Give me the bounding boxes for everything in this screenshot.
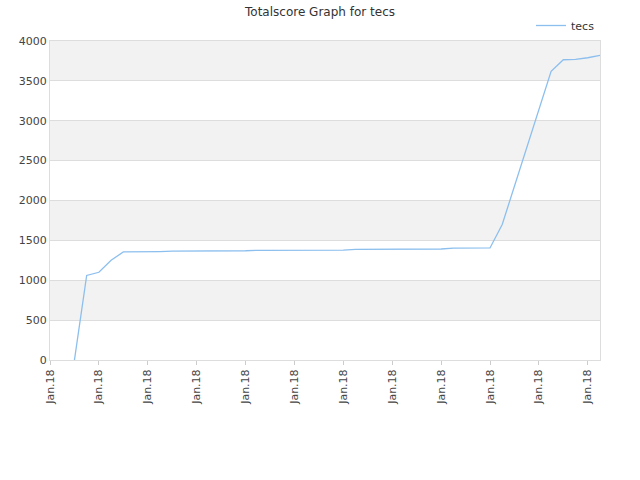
svg-text:0: 0 <box>40 354 47 367</box>
svg-text:Jan.18: Jan.18 <box>337 369 350 404</box>
svg-text:Jan.18: Jan.18 <box>386 369 399 404</box>
svg-text:2500: 2500 <box>19 154 47 167</box>
svg-text:Jan.18: Jan.18 <box>581 369 594 404</box>
svg-text:2000: 2000 <box>19 194 47 207</box>
svg-text:3000: 3000 <box>19 115 47 128</box>
svg-text:3500: 3500 <box>19 75 47 88</box>
svg-text:1500: 1500 <box>19 234 47 247</box>
svg-text:Jan.18: Jan.18 <box>288 369 301 404</box>
svg-text:4000: 4000 <box>19 35 47 48</box>
svg-text:Jan.18: Jan.18 <box>435 369 448 404</box>
svg-text:tecs: tecs <box>571 20 594 33</box>
svg-text:Jan.18: Jan.18 <box>532 369 545 404</box>
svg-text:Totalscore Graph for tecs: Totalscore Graph for tecs <box>244 5 395 19</box>
svg-text:Jan.18: Jan.18 <box>190 369 203 404</box>
svg-text:500: 500 <box>26 314 47 327</box>
svg-text:Jan.18: Jan.18 <box>239 369 252 404</box>
svg-text:Jan.18: Jan.18 <box>141 369 154 404</box>
svg-text:Jan.18: Jan.18 <box>92 369 105 404</box>
svg-text:Jan.18: Jan.18 <box>44 369 57 404</box>
svg-text:Jan.18: Jan.18 <box>484 369 497 404</box>
svg-text:1000: 1000 <box>19 274 47 287</box>
